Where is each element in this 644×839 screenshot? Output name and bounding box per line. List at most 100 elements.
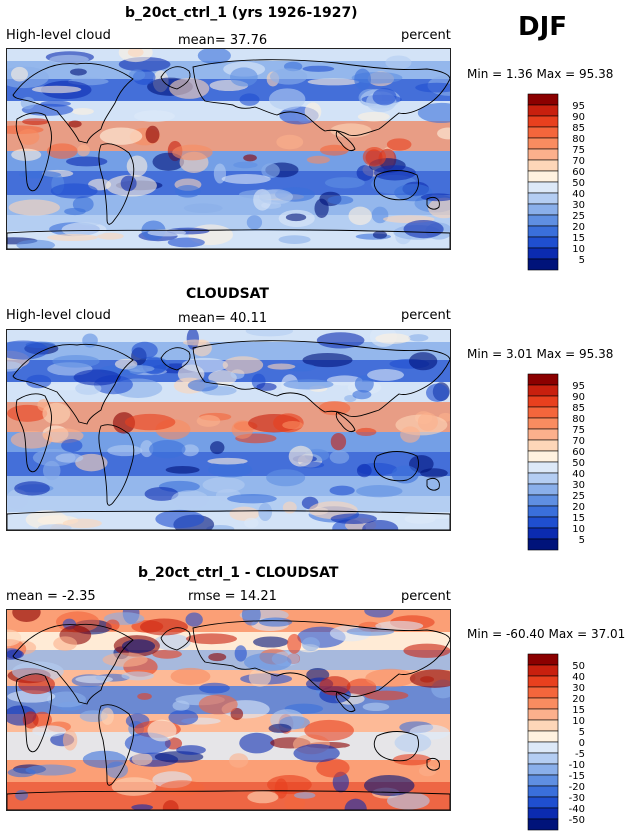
colorbar-swatch [527, 170, 559, 183]
contour-blob [244, 652, 292, 672]
contour-blob [55, 453, 84, 463]
contour-blob [170, 667, 211, 685]
coastline [335, 130, 356, 152]
colorbar-swatch [527, 137, 559, 150]
contour-blob [208, 652, 227, 662]
colorbar-swatch [527, 247, 559, 260]
colorbar-swatch [527, 181, 559, 194]
contour-blob [131, 341, 158, 359]
contour-blob [210, 441, 225, 455]
coastline [160, 347, 191, 371]
contour-blob [140, 440, 154, 458]
colorbar-label: 50 [572, 661, 585, 672]
colorbar-swatch [527, 785, 559, 798]
contour-blob [233, 161, 258, 169]
contour-blob [316, 332, 365, 349]
colorbar-label: -20 [569, 782, 585, 793]
coastline [98, 143, 135, 225]
coastline [98, 704, 135, 786]
contour-blob [253, 636, 289, 648]
colorbar-swatch [527, 538, 559, 551]
contour-blob [31, 85, 82, 94]
coastline [373, 170, 419, 201]
contour-blob [22, 711, 39, 729]
contour-blob [50, 183, 98, 199]
contour-blob [386, 138, 412, 151]
contour-blob [147, 719, 177, 742]
colorbar-swatch [527, 192, 559, 205]
contour-blob [197, 49, 231, 65]
colorbar-swatch [527, 741, 559, 754]
contour-blob [107, 445, 143, 457]
contour-blob [316, 758, 350, 778]
colorbar-label: 30 [572, 480, 585, 491]
colorbar-swatch [527, 104, 559, 117]
coastline [192, 340, 450, 417]
contour-blob [330, 433, 347, 451]
contour-blob [344, 394, 357, 403]
contour-blob [10, 430, 53, 449]
colorbar-swatch [527, 450, 559, 463]
colorbar-swatch [527, 483, 559, 496]
contour-blob [7, 340, 49, 360]
contour-blob [437, 127, 450, 140]
contour-blob [61, 222, 107, 238]
colorbar-swatch [527, 148, 559, 161]
panel-3-rmse: rmse = 14.21 [188, 589, 277, 604]
contour-blob [131, 752, 153, 766]
contour-blob [53, 636, 78, 651]
colorbar-swatch [527, 774, 559, 787]
contour-blob [124, 413, 176, 431]
contour-blob [149, 439, 186, 459]
contour-blob [355, 427, 377, 437]
contour-blob [418, 765, 437, 777]
colorbar-label: 60 [572, 167, 585, 178]
colorbar-swatch [527, 708, 559, 721]
colorbar-label: 60 [572, 447, 585, 458]
contour-blob [183, 203, 223, 213]
contour-blob [301, 637, 320, 652]
contour-blob [239, 93, 260, 106]
contour-blob [222, 356, 264, 374]
contour-blob [372, 230, 387, 239]
colorbar-label: -40 [569, 804, 585, 815]
contour-blob [147, 229, 187, 237]
contour-blob [152, 152, 185, 171]
panel-1-mean: mean= 37.76 [178, 33, 268, 48]
contour-blob [100, 707, 114, 725]
contour-band [7, 101, 450, 121]
contour-blob [293, 744, 340, 763]
panel-3-mean: mean = -2.35 [6, 589, 96, 604]
contour-blob [99, 127, 143, 145]
contour-blob [154, 634, 191, 651]
contour-blob [245, 330, 294, 337]
colorbar-label: 70 [572, 436, 585, 447]
contour-blob [282, 501, 297, 514]
contour-blob [354, 68, 372, 91]
contour-blob [346, 678, 377, 696]
colorbar-label: 50 [572, 458, 585, 469]
coastline [426, 196, 440, 210]
colorbar-label: 80 [572, 134, 585, 145]
coastline [335, 411, 356, 433]
colorbar-label: 0 [579, 738, 585, 749]
colorbar-label: 5 [579, 535, 585, 546]
contour-blob [278, 235, 311, 244]
coastline [192, 59, 450, 136]
contour-blob [11, 66, 29, 82]
contour-blob [364, 610, 394, 618]
colorbar-label: 75 [572, 145, 585, 156]
contour-blob [37, 399, 50, 412]
contour-blob [420, 193, 450, 202]
contour-blob [17, 128, 40, 145]
contour-blob [198, 694, 238, 715]
contour-blob [52, 355, 100, 368]
contour-blob [409, 455, 434, 473]
contour-blob [182, 339, 207, 346]
contour-blob [364, 690, 409, 701]
contour-blob [344, 798, 367, 810]
contour-blob [78, 219, 103, 226]
colorbar-label: 10 [572, 716, 585, 727]
contour-blob [403, 219, 444, 239]
colorbar-swatch [527, 675, 559, 688]
